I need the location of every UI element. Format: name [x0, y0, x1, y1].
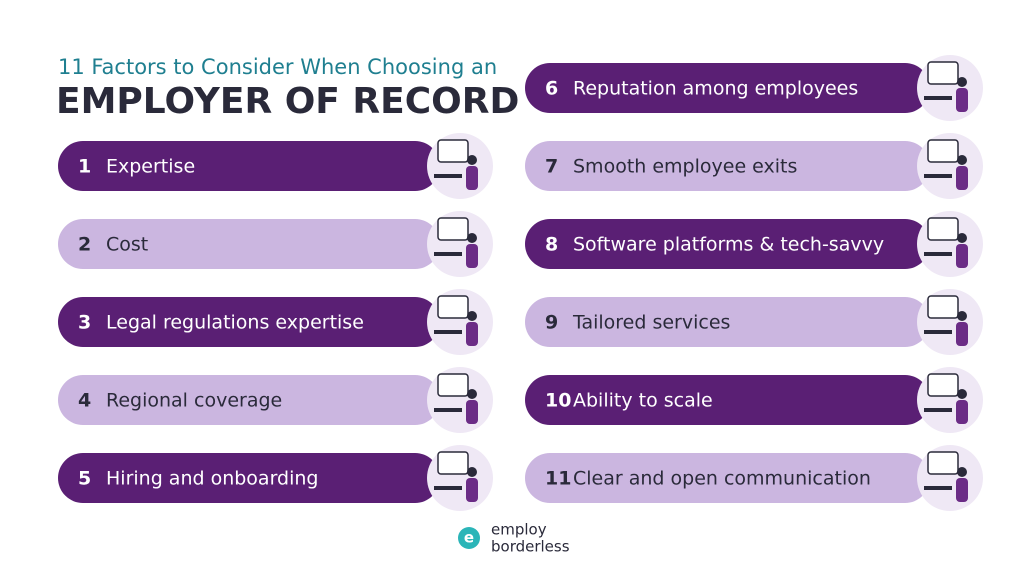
- illustration-desk: [924, 252, 952, 256]
- subtitle: 11 Factors to Consider When Choosing an: [58, 55, 497, 79]
- logo-letter: e: [464, 529, 474, 547]
- illustration-panel: [437, 139, 469, 163]
- item-number: 3: [78, 312, 91, 334]
- illustration-body: [956, 478, 968, 502]
- illustration-panel: [437, 373, 469, 397]
- illustration-body: [956, 322, 968, 346]
- illustration-desk: [434, 408, 462, 412]
- item-number: 8: [545, 234, 558, 256]
- pill: [525, 453, 930, 503]
- illustration-body: [466, 244, 478, 268]
- illustration-body: [466, 400, 478, 424]
- illustration-panel: [927, 373, 959, 397]
- item-label: Clear and open communication: [573, 468, 871, 490]
- item-number: 5: [78, 468, 91, 490]
- pill: [525, 297, 930, 347]
- illustration-desk: [924, 486, 952, 490]
- illustration-body: [466, 322, 478, 346]
- illustration-desk: [434, 330, 462, 334]
- item-number: 6: [545, 78, 558, 100]
- item-label: Expertise: [106, 156, 195, 178]
- illustration-body: [956, 400, 968, 424]
- item-number: 4: [78, 390, 91, 412]
- item-label: Ability to scale: [573, 390, 713, 412]
- illustration-head: [957, 155, 967, 165]
- item-label: Cost: [106, 234, 148, 256]
- illustration-desk: [434, 486, 462, 490]
- illustration-desk: [924, 96, 952, 100]
- item-number: 11: [545, 468, 571, 490]
- illustration-panel: [927, 139, 959, 163]
- pill: [58, 453, 440, 503]
- item-label: Legal regulations expertise: [106, 312, 364, 334]
- illustration-head: [467, 311, 477, 321]
- item-number: 9: [545, 312, 558, 334]
- illustration-head: [467, 233, 477, 243]
- item-number: 1: [78, 156, 91, 178]
- item-label: Reputation among employees: [573, 78, 858, 100]
- illustration-body: [956, 166, 968, 190]
- illustration-desk: [924, 174, 952, 178]
- illustration-panel: [437, 217, 469, 241]
- illustration-head: [957, 389, 967, 399]
- item-number: 7: [545, 156, 558, 178]
- illustration-head: [957, 311, 967, 321]
- logo-mark: [458, 527, 480, 549]
- item-label: Regional coverage: [106, 390, 282, 412]
- pill: [525, 375, 930, 425]
- illustration-panel: [927, 451, 959, 475]
- logo: e employ borderless: [458, 521, 570, 556]
- item-label: Software platforms & tech-savvy: [573, 234, 884, 256]
- illustration-head: [957, 233, 967, 243]
- illustration-panel: [927, 61, 959, 85]
- item-label: Hiring and onboarding: [106, 468, 319, 490]
- pill: [525, 141, 930, 191]
- illustration-body: [956, 88, 968, 112]
- illustration-head: [467, 155, 477, 165]
- illustration-desk: [924, 408, 952, 412]
- illustration-body: [956, 244, 968, 268]
- item-label: Smooth employee exits: [573, 156, 797, 178]
- illustration-body: [466, 478, 478, 502]
- illustration-panel: [927, 295, 959, 319]
- illustration-head: [467, 467, 477, 477]
- illustration-head: [957, 77, 967, 87]
- pill: [525, 219, 930, 269]
- illustration-head: [957, 467, 967, 477]
- illustration-panel: [437, 451, 469, 475]
- illustration-head: [467, 389, 477, 399]
- pill: [525, 63, 930, 113]
- pill: [58, 375, 440, 425]
- illustration-panel: [927, 217, 959, 241]
- illustration-desk: [924, 330, 952, 334]
- title: EMPLOYER OF RECORD: [56, 81, 519, 122]
- illustration-body: [466, 166, 478, 190]
- logo-line2: borderless: [491, 538, 570, 556]
- pill: [58, 219, 440, 269]
- pill: [58, 297, 440, 347]
- item-number: 2: [78, 234, 91, 256]
- illustration-desk: [434, 174, 462, 178]
- item-label: Tailored services: [572, 312, 730, 334]
- logo-line1: employ: [491, 521, 547, 539]
- pill: [58, 141, 440, 191]
- illustration-panel: [437, 295, 469, 319]
- item-number: 10: [545, 390, 571, 412]
- illustration-desk: [434, 252, 462, 256]
